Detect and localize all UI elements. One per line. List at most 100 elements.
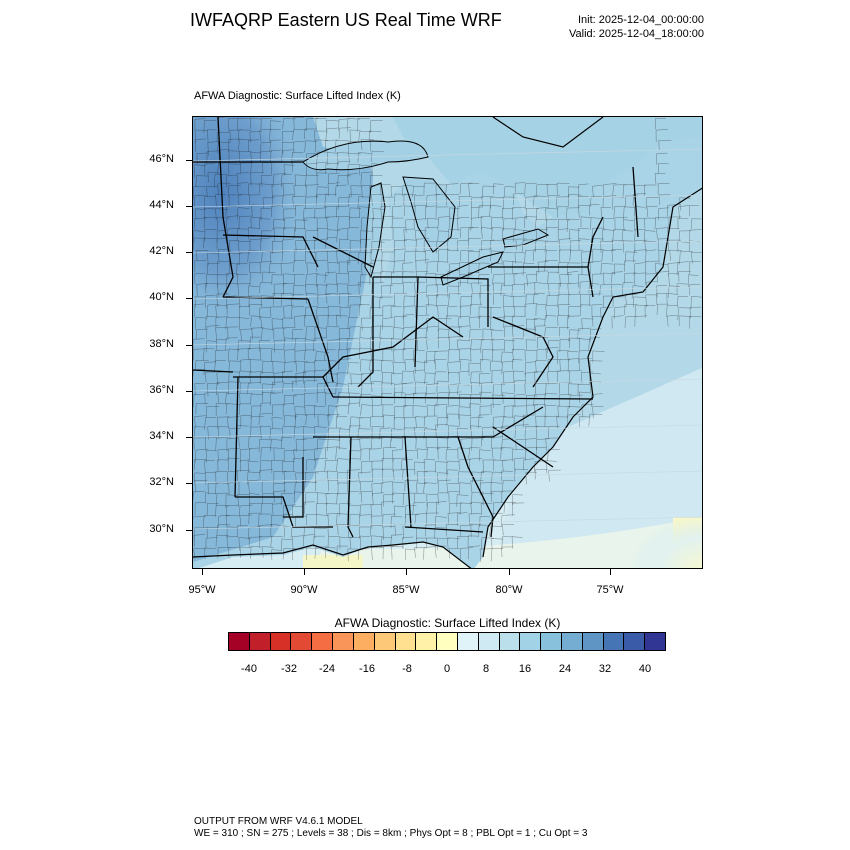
county-line (238, 194, 250, 205)
valid-time: Valid: 2025-12-04_18:00:00 (569, 28, 704, 40)
county-line (645, 197, 659, 209)
county-line (393, 260, 405, 274)
county-line (284, 450, 297, 462)
lon-label-80w: 80°W (495, 584, 523, 596)
county-line (470, 502, 484, 515)
county-line (457, 339, 470, 351)
county-line (458, 406, 471, 420)
county-line (611, 271, 623, 283)
county-line (646, 205, 658, 218)
county-line (316, 514, 329, 526)
county-line (592, 248, 605, 261)
county-line (259, 218, 271, 230)
county-line (645, 273, 658, 285)
county-line (425, 273, 437, 284)
county-line (260, 372, 274, 384)
county-line (457, 240, 469, 252)
county-line (523, 458, 535, 471)
county-line (658, 163, 669, 174)
county-line (247, 382, 262, 394)
county-line (470, 338, 485, 351)
county-line (526, 394, 538, 407)
county-line (380, 184, 391, 196)
county-line (271, 205, 283, 217)
county-line (306, 459, 319, 471)
county-line (294, 315, 305, 328)
lon-label-95w: 95°W (188, 584, 216, 596)
county-line (370, 504, 382, 518)
county-line (306, 163, 318, 176)
lat-label-36n: 36°N (149, 384, 174, 396)
county-line (237, 273, 249, 285)
county-line (335, 447, 347, 460)
county-line (545, 382, 557, 396)
county-line (536, 207, 550, 220)
county-line (447, 512, 461, 524)
county-line (557, 219, 571, 230)
county-line (250, 405, 263, 419)
county-line (357, 152, 372, 163)
county-line (514, 251, 526, 264)
county-line (335, 184, 347, 197)
county-line (404, 514, 419, 525)
county-line (305, 492, 318, 505)
county-line (470, 371, 483, 383)
county-line (215, 194, 226, 207)
county-line (633, 272, 647, 286)
county-line (689, 306, 702, 319)
county-line (240, 328, 254, 342)
county-line (324, 349, 336, 361)
county-line (206, 406, 220, 418)
county-line (390, 516, 403, 528)
county-line (238, 241, 252, 255)
county-line (691, 218, 702, 229)
county-line (403, 405, 415, 419)
county-line (360, 239, 371, 252)
county-line (303, 207, 315, 222)
county-line (524, 249, 537, 264)
county-line (271, 381, 285, 394)
county-line (270, 524, 282, 536)
county-line (303, 437, 315, 451)
county-line (471, 492, 484, 505)
colorbar-swatch (395, 633, 417, 650)
county-line (269, 263, 283, 274)
county-line (206, 503, 219, 516)
county-line (459, 482, 471, 495)
county-line (512, 261, 523, 275)
county-line (217, 283, 229, 297)
county-line (259, 469, 273, 481)
county-line (382, 348, 396, 362)
county-line (414, 292, 426, 306)
county-line (600, 207, 612, 219)
county-line (204, 392, 217, 405)
county-line (426, 318, 439, 332)
county-line (559, 249, 571, 263)
county-line (426, 284, 438, 298)
county-line (611, 239, 624, 252)
county-line (656, 152, 668, 165)
county-line (371, 150, 385, 162)
lat-tick (186, 437, 192, 438)
county-line (447, 361, 461, 375)
county-line (469, 403, 482, 417)
county-line (470, 417, 484, 429)
county-line (567, 271, 579, 284)
county-line (314, 360, 328, 373)
colorbar-swatch (499, 633, 521, 650)
county-line (401, 382, 414, 397)
county-line (447, 349, 460, 362)
county-line (446, 469, 459, 482)
county-line (195, 448, 209, 463)
county-line (358, 514, 372, 527)
county-line (658, 194, 671, 206)
county-line (577, 228, 589, 241)
county-line (412, 405, 426, 417)
county-line (658, 250, 670, 263)
county-line (317, 414, 331, 427)
county-line (381, 481, 393, 494)
county-line (270, 536, 283, 548)
county-line (568, 329, 581, 342)
county-line (284, 481, 296, 494)
county-line (325, 163, 339, 174)
